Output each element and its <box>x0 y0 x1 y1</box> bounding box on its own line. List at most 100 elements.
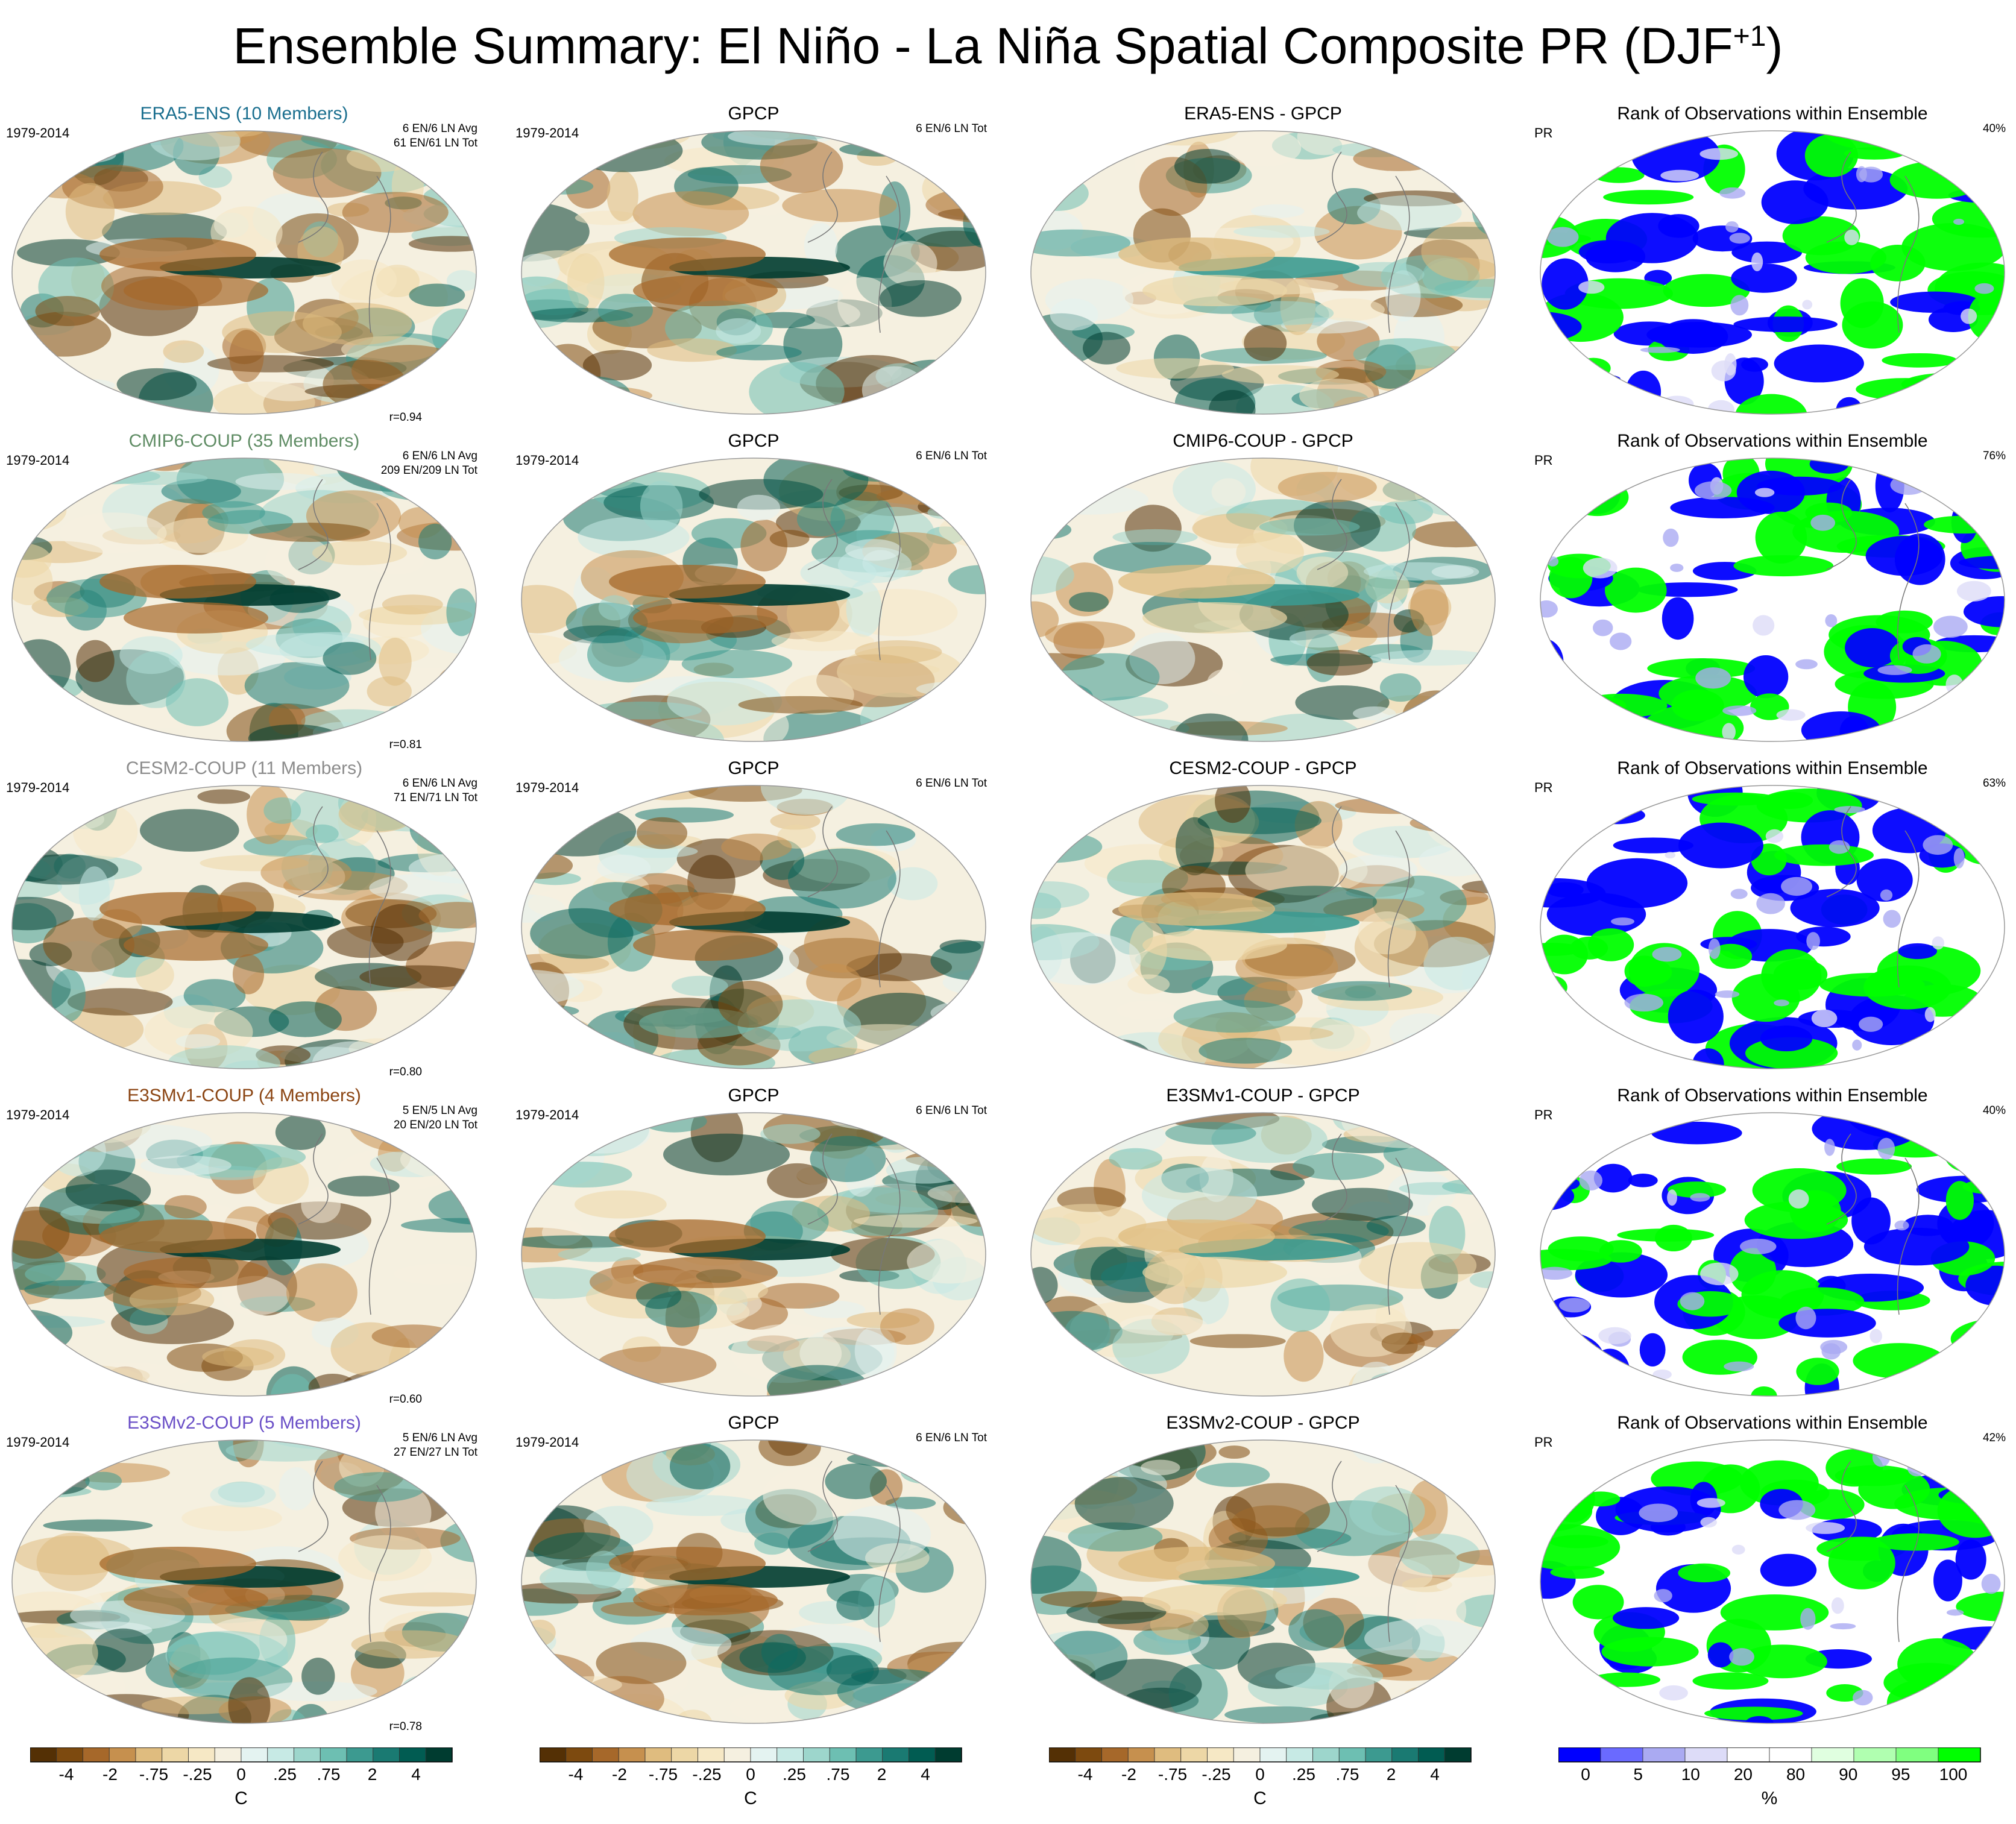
rank-blob <box>1800 1608 1816 1630</box>
anomaly-blob <box>663 1133 790 1176</box>
rank-blob <box>1806 932 1820 951</box>
colorbar-tick-label: 4 <box>1430 1765 1440 1784</box>
anomaly-blob <box>53 476 87 504</box>
coastline <box>807 1461 838 1552</box>
rank-blob <box>1806 1522 1845 1534</box>
anomaly-blob <box>1288 1609 1344 1651</box>
spcz-dry-lobe <box>633 1584 778 1615</box>
map-container <box>1537 128 2008 417</box>
event-total: 20 EN/20 LN Tot <box>393 1119 477 1131</box>
colorbar-swatch <box>1259 1747 1287 1763</box>
map-outline <box>1540 130 2005 415</box>
anomaly-blob <box>1236 531 1304 574</box>
anomaly-blob <box>140 1155 232 1175</box>
anomaly-blob <box>60 512 167 553</box>
obs-map <box>521 1439 986 1724</box>
map-outline <box>1030 130 1496 415</box>
rank-blob <box>1751 252 1763 272</box>
anomaly-blob <box>1379 673 1422 702</box>
anomaly-blob <box>1031 555 1074 595</box>
rank-blob <box>1593 167 1645 183</box>
model-map <box>11 130 477 415</box>
rank-blob <box>1774 344 1864 383</box>
panel-r3-diff: E3SMv1-COUP - GPCP <box>1025 1086 1501 1411</box>
anomaly-blob <box>394 1363 442 1379</box>
colorbar-swatch <box>1207 1747 1234 1763</box>
rank-blob <box>1731 973 1800 1022</box>
rank-blob <box>1668 989 1724 1044</box>
anomaly-blob <box>916 682 981 696</box>
anomaly-blob <box>210 1482 276 1508</box>
anomaly-blob <box>32 1373 72 1396</box>
spcz-dry-lobe <box>1142 929 1287 961</box>
rank-blob <box>1803 168 1908 210</box>
colorbar-swatch <box>855 1747 883 1763</box>
anomaly-blob <box>359 605 473 625</box>
map-container <box>9 1110 479 1399</box>
anomaly-blob <box>67 988 173 1016</box>
rank-blob <box>1743 655 1789 699</box>
anomaly-blob <box>446 269 476 292</box>
coastline <box>878 175 901 333</box>
map-outline <box>1540 1439 2005 1724</box>
rank-blob <box>1658 319 1728 354</box>
rank-blob <box>1828 1536 1895 1590</box>
colorbar-swatch <box>671 1747 698 1763</box>
rank-blob <box>1882 353 1958 368</box>
colorbar-swatch <box>1853 1747 1897 1763</box>
event-count: 6 EN/6 LN Tot <box>916 122 987 135</box>
anomaly-blob <box>327 1175 400 1197</box>
pattern-correlation: r=0.78 <box>389 1720 422 1733</box>
anomaly-blob <box>837 277 892 331</box>
colorbar-tick-label: 0 <box>1255 1765 1265 1784</box>
anomaly-blob <box>1403 1707 1468 1723</box>
anomaly-blob <box>558 1247 641 1262</box>
colorbar-swatch <box>241 1747 268 1763</box>
anomaly-blob <box>409 283 465 307</box>
map-outline <box>1540 1112 2005 1397</box>
anomaly-blob <box>1310 1555 1433 1597</box>
colorbar-tick-label: 90 <box>1839 1765 1857 1784</box>
rank-map <box>1540 785 2005 1069</box>
anomaly-blob <box>528 1666 575 1684</box>
rank-blob <box>1583 1113 1622 1134</box>
rank-blob <box>1540 1266 1573 1280</box>
map-container <box>1028 782 1498 1072</box>
rank-blob <box>1561 1440 1666 1454</box>
rank-blob <box>1883 910 1901 928</box>
anomaly-blob <box>1275 1662 1384 1690</box>
coastline <box>878 1157 901 1315</box>
colorbar-swatch <box>399 1747 426 1763</box>
rank-blob <box>1988 1366 2005 1386</box>
coastline <box>368 175 391 333</box>
event-total: 71 EN/71 LN Tot <box>393 791 477 804</box>
anomaly-blob <box>43 1519 153 1532</box>
coastline <box>1826 806 1857 898</box>
rank-blob <box>1722 705 1757 716</box>
panel-r2-rank: Rank of Observations within Ensemble PR 63… <box>1534 758 2011 1084</box>
anomaly-blob <box>1031 458 1112 493</box>
colorbar-swatch <box>320 1747 347 1763</box>
anomaly-blob <box>1429 1382 1495 1396</box>
period-label: 1979-2014 <box>515 780 579 795</box>
anomaly-blob <box>1353 338 1457 370</box>
colorbar-swatch <box>1938 1747 1981 1763</box>
panel-title: Rank of Observations within Ensemble <box>1617 431 1928 451</box>
spcz-dry-lobe <box>124 275 268 306</box>
rank-colorbar: 0 5 10 20 80 90 95 100% <box>1558 1747 1992 1814</box>
panel-title: E3SMv1-COUP (4 Members) <box>127 1086 361 1105</box>
panel-title: ERA5-ENS - GPCP <box>1184 104 1342 124</box>
rank-blob <box>1558 1298 1590 1313</box>
rank-blob <box>1715 990 1740 998</box>
rank-percent: 40% <box>1982 1104 2006 1117</box>
rank-map <box>1540 1112 2005 1397</box>
anomaly-blob <box>1227 131 1302 167</box>
anomaly-blob <box>1141 1459 1180 1476</box>
rank-blob <box>1581 1491 1621 1507</box>
western-pacific-dry-lobe <box>99 237 256 271</box>
rank-blob <box>1590 1672 1661 1687</box>
rank-blob <box>1932 1685 1968 1694</box>
colorbar-swatch <box>1444 1747 1472 1763</box>
anomaly-blob <box>16 1688 72 1720</box>
rank-blob <box>1856 858 1913 902</box>
